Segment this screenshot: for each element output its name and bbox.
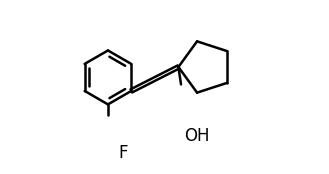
Text: F: F [119, 144, 128, 162]
Text: OH: OH [184, 127, 210, 145]
